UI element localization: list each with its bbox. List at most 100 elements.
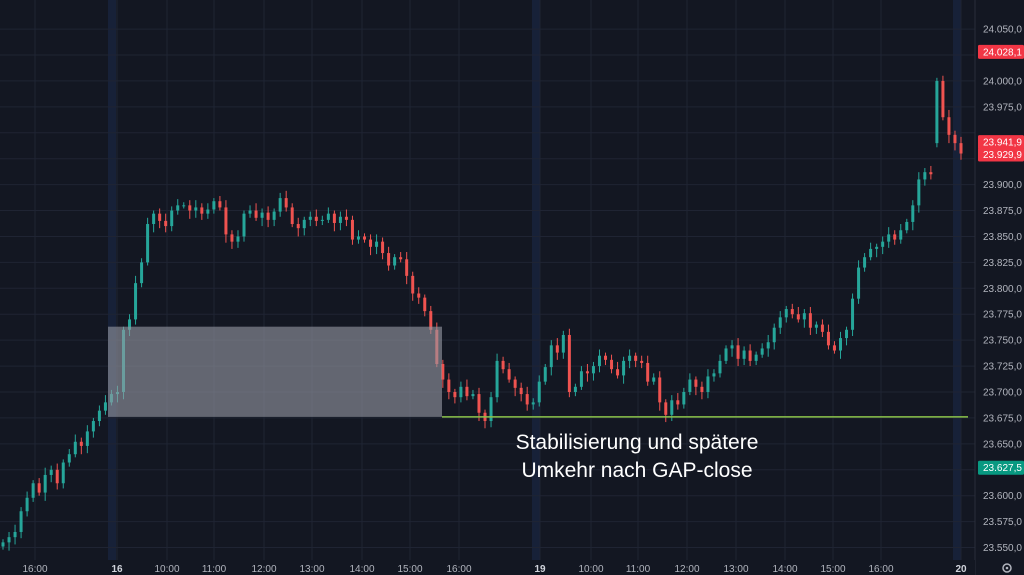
- candle-body: [784, 309, 788, 318]
- price-axis: 23.550,0 23.575,0 23.600,0 23.650,0 23.675,0…: [974, 0, 1022, 575]
- price-tick-label: 23.775,0: [983, 310, 1022, 321]
- candle-body: [302, 219, 306, 229]
- gap-zone: [108, 326, 442, 417]
- candle-body: [381, 241, 385, 254]
- candle-body: [682, 392, 686, 405]
- candle-body: [591, 366, 595, 374]
- candle-body: [766, 342, 770, 349]
- candle-body: [387, 253, 391, 266]
- candle-body: [218, 201, 222, 208]
- candle-body: [447, 379, 451, 392]
- candle-body: [742, 350, 746, 359]
- candle-body: [555, 345, 559, 353]
- price-tick-label: 23.675,0: [983, 413, 1022, 424]
- candle-body: [369, 239, 373, 247]
- price-tick-label: 23.825,0: [983, 258, 1022, 269]
- candle-body: [194, 207, 198, 211]
- candles: [1, 75, 963, 551]
- time-tick-label: 14:00: [772, 564, 797, 575]
- price-tick-label: 23.850,0: [983, 232, 1022, 243]
- candle-body: [363, 236, 367, 240]
- candle-body: [567, 334, 571, 392]
- time-tick-label: 10:00: [154, 564, 179, 575]
- price-badge: [978, 147, 1024, 162]
- annotation-line-2: Umkehr nach GAP-close: [521, 459, 752, 482]
- candle-body: [658, 377, 662, 403]
- candle-body: [489, 397, 493, 422]
- candle-body: [176, 205, 180, 211]
- candle-body: [91, 421, 95, 432]
- candle-body: [140, 262, 144, 284]
- candle-body: [513, 379, 517, 388]
- candle-body: [664, 402, 668, 415]
- candle-body: [73, 441, 77, 455]
- candle-body: [519, 387, 523, 395]
- candle-body: [911, 205, 915, 222]
- time-tick-label: 11:00: [626, 564, 651, 575]
- candle-body: [923, 172, 927, 180]
- candle-body: [49, 469, 53, 475]
- candle-body: [495, 360, 499, 398]
- candle-body: [134, 283, 138, 320]
- price-badge: [978, 460, 1024, 475]
- candle-body: [905, 221, 909, 231]
- price-tick-label: 23.800,0: [983, 284, 1022, 295]
- candle-body: [869, 248, 873, 258]
- candle-body: [182, 205, 186, 207]
- candle-body: [610, 359, 614, 370]
- candle-body: [706, 376, 710, 392]
- candle-body: [646, 362, 650, 382]
- candle-body: [507, 369, 511, 380]
- time-tick-label: 16:00: [868, 564, 893, 575]
- candle-body: [465, 386, 469, 397]
- candle-body: [314, 216, 318, 221]
- candle-body: [85, 431, 89, 446]
- candle-body: [881, 241, 885, 247]
- candle-body: [604, 355, 608, 360]
- candle-body: [640, 360, 644, 363]
- candle-body: [808, 313, 812, 328]
- candle-body: [941, 80, 945, 118]
- candle-body: [405, 259, 409, 276]
- candle-body: [453, 392, 457, 398]
- candle-body: [13, 531, 17, 538]
- candle-body: [796, 314, 800, 320]
- candle-body: [146, 224, 150, 263]
- candle-body: [573, 386, 577, 392]
- candle-body: [543, 367, 547, 382]
- candle-body: [332, 213, 336, 223]
- candle-body: [79, 441, 83, 446]
- candle-body: [284, 198, 288, 208]
- candle-body: [459, 386, 463, 398]
- time-tick-label: 12:00: [251, 564, 276, 575]
- candle-body: [429, 311, 433, 330]
- candle-body: [826, 331, 830, 346]
- candle-body: [929, 172, 933, 175]
- time-tick-label: 11:00: [202, 564, 227, 575]
- price-tick-label: 23.900,0: [983, 180, 1022, 191]
- price-tick-label: 23.875,0: [983, 206, 1022, 217]
- session-band: [953, 0, 961, 560]
- candle-body: [308, 216, 312, 220]
- candle-body: [188, 205, 192, 211]
- candle-body: [845, 329, 849, 339]
- price-badge-label: 23.627,5: [983, 463, 1022, 474]
- candle-body: [320, 219, 324, 221]
- candle-body: [97, 410, 101, 422]
- candle-body: [25, 497, 29, 512]
- candle-body: [628, 355, 632, 361]
- time-tick-label: 16:00: [22, 564, 47, 575]
- price-badge-label: 23.941,9: [983, 138, 1022, 149]
- candle-body: [760, 348, 764, 355]
- settings-gear-icon[interactable]: [1002, 563, 1012, 573]
- candle-body: [19, 511, 23, 532]
- candle-body: [935, 80, 939, 144]
- candle-body: [248, 210, 252, 214]
- price-tick-label: 23.700,0: [983, 388, 1022, 399]
- candle-body: [266, 212, 270, 220]
- candle-body: [724, 348, 728, 361]
- candle-body: [55, 469, 59, 484]
- candle-body: [350, 219, 354, 240]
